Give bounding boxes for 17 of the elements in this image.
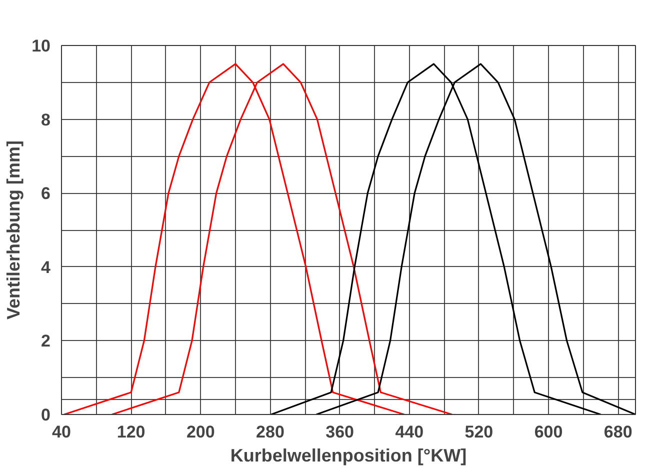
x-tick-label: 440 xyxy=(395,422,424,442)
y-tick-label: 4 xyxy=(41,258,52,277)
y-tick-label: 6 xyxy=(41,184,51,204)
x-tick-label: 520 xyxy=(464,422,494,442)
x-tick-label: 680 xyxy=(604,422,632,442)
y-tick-label: 0 xyxy=(41,406,51,424)
y-tick-label: 10 xyxy=(32,36,51,56)
x-tick-label: 280 xyxy=(256,422,284,442)
x-tick-label: 360 xyxy=(326,422,354,442)
y-axis-title: Ventilerhebung [mm] xyxy=(4,140,24,320)
x-tick-label: 200 xyxy=(186,422,215,442)
y-tick-label: 2 xyxy=(41,332,51,351)
x-tick-label: 40 xyxy=(52,422,71,442)
x-tick-label: 120 xyxy=(116,422,146,442)
y-tick-label: 8 xyxy=(41,110,51,130)
x-tick-label: 600 xyxy=(534,422,563,442)
x-axis-title: Kurbelwellenposition [°KW] xyxy=(230,446,467,466)
